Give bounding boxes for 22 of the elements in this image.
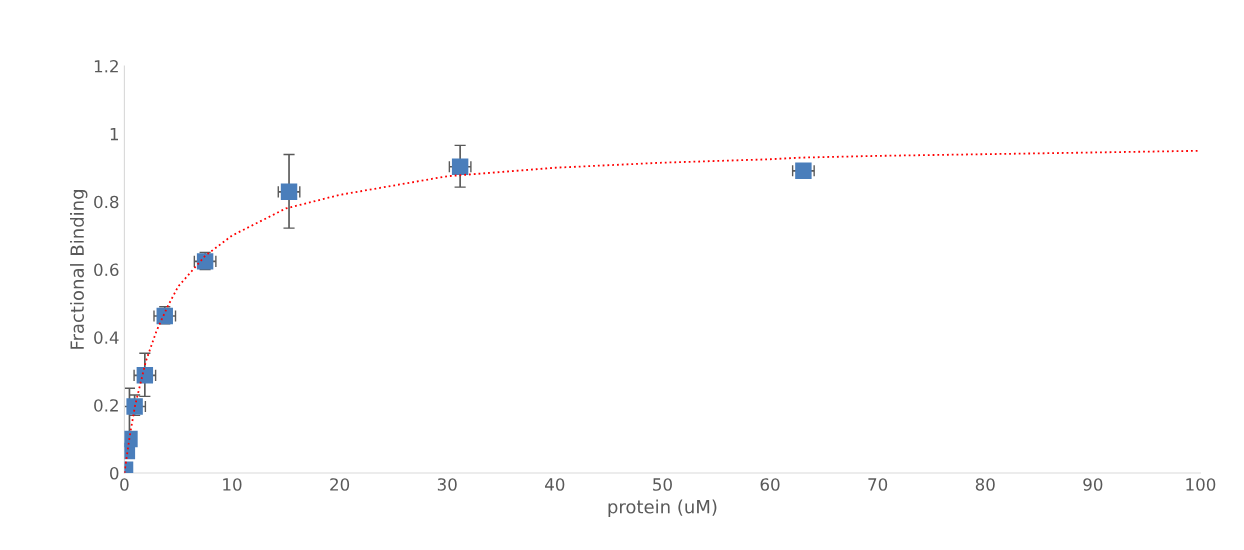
x-tick-label: 60 [760,478,780,491]
x-tick-label: 90 [1083,478,1103,491]
point [795,162,812,180]
y-tick-label: 0.8 [94,195,119,209]
x-tick-label: 100 [1186,478,1216,491]
y-tick-label: 0.4 [94,331,119,344]
y-tick-label: 1 [110,128,118,141]
y-axis-title: Fractional Binding [70,190,88,349]
x-tick-label: 80 [975,478,995,491]
x-tick-label: 50 [653,478,672,491]
x-tick-label: 70 [868,478,888,491]
y-tick-label: 1.2 [94,59,118,73]
y-tick-label: 0.2 [94,399,118,412]
x-tick-label: 40 [545,478,565,491]
y-tick-label: 0.6 [94,263,119,277]
point [126,398,143,415]
x-tick-label: 20 [330,478,350,491]
x-axis-title: protein (uM) [608,499,717,518]
x-tick-label: 10 [223,478,242,491]
x-tick-label: 0 [120,478,129,491]
y-tick-label: 0 [110,466,119,480]
x-tick-label: 30 [437,478,457,491]
